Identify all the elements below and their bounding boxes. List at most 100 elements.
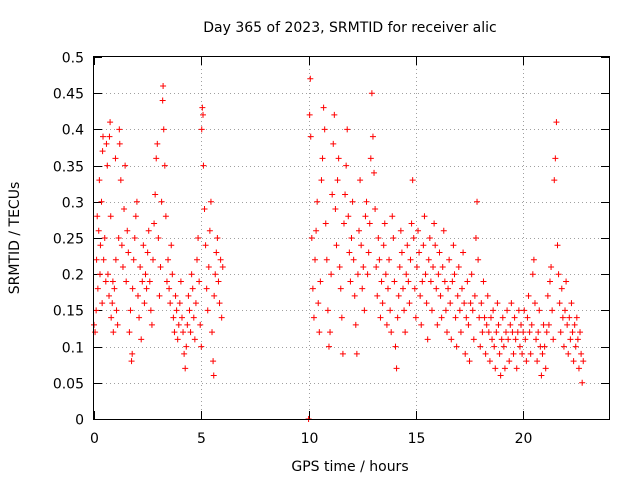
data-point bbox=[553, 119, 560, 126]
data-point bbox=[324, 307, 331, 314]
data-point bbox=[116, 126, 123, 133]
data-point bbox=[353, 350, 360, 357]
data-point bbox=[409, 177, 416, 184]
data-point bbox=[323, 256, 330, 263]
data-point bbox=[213, 249, 220, 256]
data-point bbox=[202, 242, 209, 249]
data-point bbox=[400, 285, 406, 292]
data-point bbox=[150, 256, 157, 263]
data-point bbox=[448, 336, 455, 343]
data-point bbox=[481, 314, 488, 321]
data-point bbox=[447, 300, 454, 307]
data-point bbox=[365, 249, 372, 256]
data-point bbox=[325, 343, 332, 350]
data-point bbox=[104, 271, 111, 278]
data-point bbox=[505, 336, 512, 343]
data-point bbox=[575, 365, 582, 372]
data-point bbox=[443, 329, 450, 336]
y-tick-label: 0.2 bbox=[62, 268, 84, 284]
data-point bbox=[527, 350, 534, 357]
y-tick-label: 0 bbox=[75, 413, 84, 429]
data-point bbox=[479, 329, 486, 336]
data-point bbox=[388, 329, 395, 336]
data-point bbox=[451, 271, 458, 278]
data-point bbox=[127, 307, 134, 314]
data-point bbox=[507, 321, 514, 328]
y-tick-label: 0.15 bbox=[53, 304, 84, 320]
data-point bbox=[374, 292, 381, 299]
data-point bbox=[482, 350, 489, 357]
data-point bbox=[403, 271, 410, 278]
data-point bbox=[198, 126, 205, 133]
data-point bbox=[118, 242, 125, 249]
data-point bbox=[395, 292, 402, 299]
data-point bbox=[466, 358, 473, 365]
data-point bbox=[309, 285, 316, 292]
data-point bbox=[484, 292, 491, 299]
data-point bbox=[568, 300, 575, 307]
data-point bbox=[497, 372, 504, 379]
data-point bbox=[177, 278, 184, 285]
data-point bbox=[188, 271, 195, 278]
x-tick-label: 5 bbox=[197, 431, 206, 447]
data-point bbox=[413, 263, 420, 270]
data-point bbox=[376, 256, 383, 263]
data-point bbox=[459, 285, 466, 292]
data-point bbox=[422, 271, 429, 278]
data-point bbox=[389, 213, 396, 220]
data-point bbox=[310, 314, 317, 321]
data-point bbox=[420, 242, 427, 249]
data-point bbox=[572, 343, 579, 350]
data-point bbox=[464, 278, 471, 285]
data-point bbox=[510, 350, 517, 357]
data-point bbox=[437, 292, 444, 299]
data-point bbox=[574, 336, 581, 343]
data-point bbox=[360, 263, 367, 270]
data-point bbox=[100, 256, 107, 263]
data-point bbox=[361, 307, 368, 314]
data-point bbox=[469, 307, 476, 314]
data-point bbox=[391, 278, 398, 285]
data-point bbox=[406, 300, 413, 307]
data-point bbox=[318, 177, 325, 184]
data-point bbox=[110, 329, 117, 336]
data-point bbox=[107, 213, 114, 220]
data-point bbox=[133, 198, 140, 205]
data-point bbox=[580, 358, 587, 365]
y-tick-label: 0.35 bbox=[53, 160, 84, 176]
data-point bbox=[186, 307, 193, 314]
data-point bbox=[564, 321, 571, 328]
data-point bbox=[159, 97, 166, 104]
data-point bbox=[457, 329, 464, 336]
data-point bbox=[489, 336, 496, 343]
x-tick-label: 15 bbox=[408, 431, 426, 447]
data-point bbox=[397, 227, 404, 234]
data-point bbox=[423, 300, 430, 307]
data-point bbox=[415, 227, 422, 234]
data-point bbox=[153, 155, 160, 162]
data-point bbox=[538, 372, 545, 379]
data-point bbox=[536, 307, 543, 314]
data-point bbox=[146, 278, 153, 285]
data-point bbox=[108, 314, 115, 321]
data-point bbox=[218, 314, 225, 321]
data-point bbox=[501, 365, 508, 372]
data-point bbox=[205, 263, 212, 270]
points-layer bbox=[91, 75, 587, 422]
data-point bbox=[563, 278, 570, 285]
data-point bbox=[364, 271, 371, 278]
data-point bbox=[516, 343, 523, 350]
data-point bbox=[121, 206, 128, 213]
data-point bbox=[509, 329, 516, 336]
data-point bbox=[189, 285, 196, 292]
data-point bbox=[511, 314, 518, 321]
data-point bbox=[338, 314, 345, 321]
data-point bbox=[520, 329, 527, 336]
data-point bbox=[533, 336, 540, 343]
data-point bbox=[124, 227, 131, 234]
data-point bbox=[541, 343, 548, 350]
y-tick-label: 0.1 bbox=[62, 341, 84, 357]
data-point bbox=[476, 314, 483, 321]
data-point bbox=[349, 198, 356, 205]
data-point bbox=[452, 314, 459, 321]
